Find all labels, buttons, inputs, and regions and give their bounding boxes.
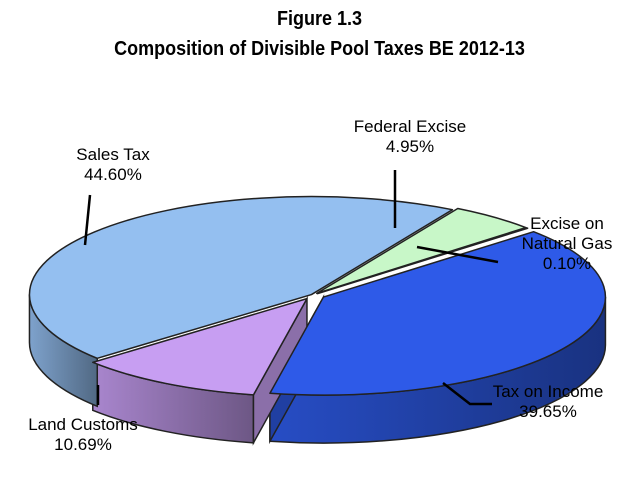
slice-value: 0.10%	[543, 254, 591, 273]
slice-value: 44.60%	[84, 165, 142, 184]
slice-value: 39.65%	[519, 402, 577, 421]
slice-value: 4.95%	[386, 137, 434, 156]
slice-value: 10.69%	[54, 435, 112, 454]
pie-slice-sales-tax	[28, 195, 454, 360]
pie-slice-tax-on-income	[269, 230, 607, 396]
slice-label: Excise on	[530, 214, 604, 233]
pie-slice-excise-on-natural-gas	[316, 227, 529, 295]
slice-label: Federal Excise	[354, 117, 466, 136]
pie-slice-land-customs	[92, 297, 308, 396]
slice-label: Sales Tax	[76, 145, 150, 164]
slice-label: Natural Gas	[522, 234, 613, 253]
slice-label: Land Customs	[28, 415, 138, 434]
slice-label: Tax on Income	[493, 382, 604, 401]
leader-line	[83, 194, 92, 246]
chart-title: Composition of Divisible Pool Taxes BE 2…	[114, 38, 525, 60]
leader-line	[442, 382, 492, 406]
leader-line	[416, 245, 499, 264]
figure-label: Figure 1.3	[276, 8, 363, 30]
